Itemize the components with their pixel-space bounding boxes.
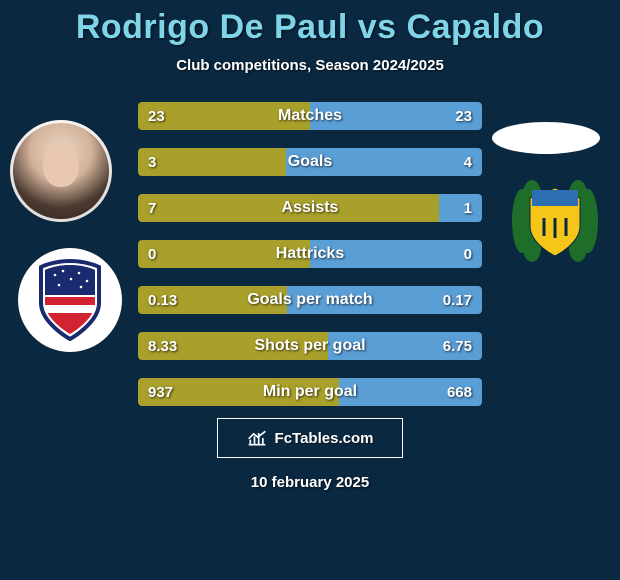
brand-text: FcTables.com: [275, 430, 374, 447]
stat-row: 0.13Goals per match0.17: [138, 286, 482, 314]
stat-row: 3Goals4: [138, 148, 482, 176]
stat-left-bar: [138, 286, 287, 314]
stat-right-bar: [310, 240, 482, 268]
stat-row: 8.33Shots per goal6.75: [138, 332, 482, 360]
stat-right-bar: [328, 332, 482, 360]
stat-row: 23Matches23: [138, 102, 482, 130]
stat-left-bar: [138, 240, 310, 268]
right-club-crest-icon: [510, 176, 600, 266]
stat-left-bar: [138, 378, 339, 406]
stat-right-bar: [287, 286, 482, 314]
stat-row: 7Assists1: [138, 194, 482, 222]
page-title: Rodrigo De Paul vs Capaldo: [0, 8, 620, 47]
club-left-badge: [18, 248, 122, 352]
stat-left-bar: [138, 102, 310, 130]
stat-left-bar: [138, 194, 439, 222]
comparison-bars: 23Matches23 3Goals4 7Assists1 0Hattricks0 0.…: [138, 102, 482, 406]
stat-right-bar: [439, 194, 482, 222]
stat-left-bar: [138, 332, 328, 360]
stat-row: 0Hattricks0: [138, 240, 482, 268]
player-right-avatar: [492, 122, 600, 154]
stat-row: 937Min per goal668: [138, 378, 482, 406]
page-subtitle: Club competitions, Season 2024/2025: [0, 57, 620, 74]
player-left-avatar: [10, 120, 112, 222]
chart-icon: [247, 429, 267, 447]
stat-right-bar: [339, 378, 482, 406]
stat-right-bar: [310, 102, 482, 130]
atletico-crest-icon: [35, 259, 105, 341]
footer-date: 10 february 2025: [0, 474, 620, 491]
club-right-badge: [510, 176, 600, 266]
stat-right-bar: [286, 148, 482, 176]
brand-badge[interactable]: FcTables.com: [217, 418, 403, 458]
stat-left-bar: [138, 148, 286, 176]
